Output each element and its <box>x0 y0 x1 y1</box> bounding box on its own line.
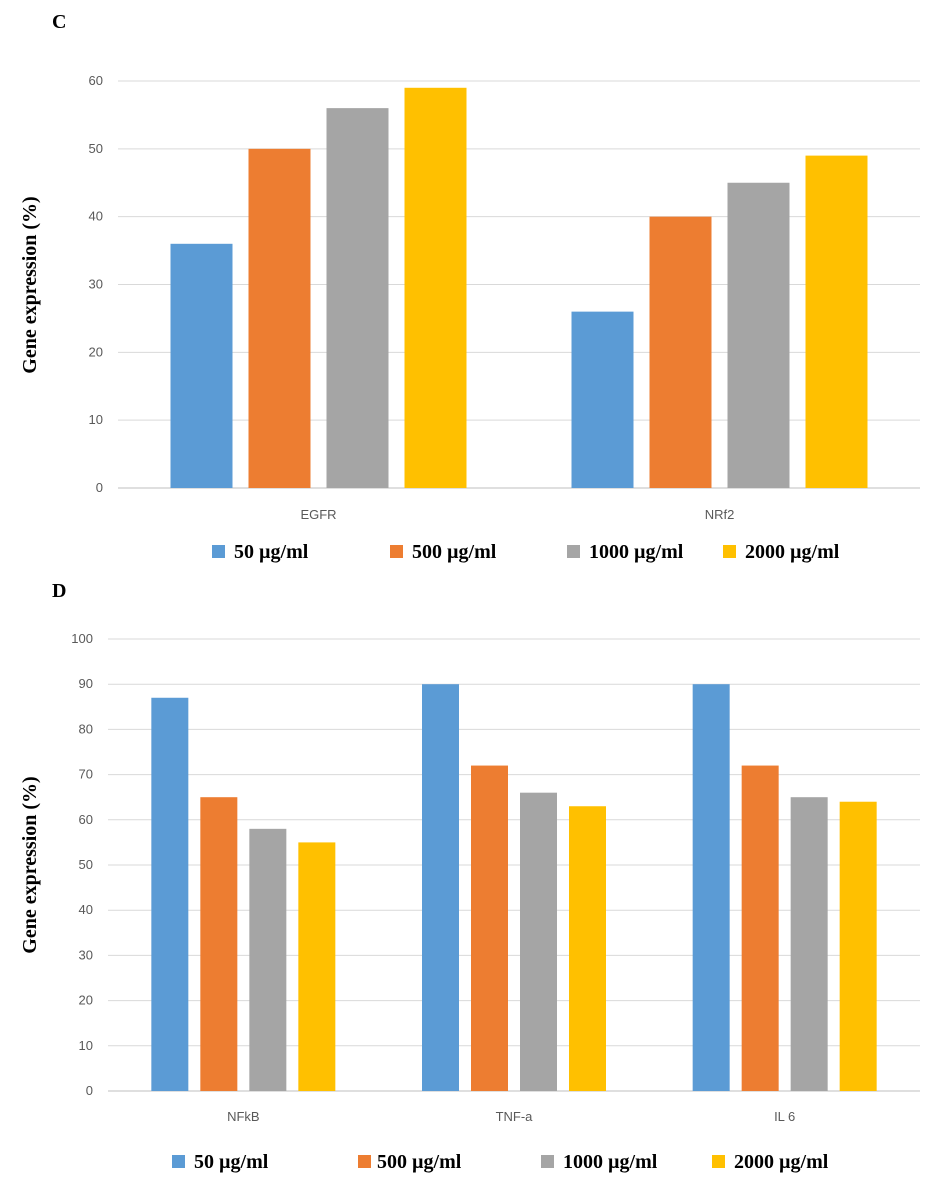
category-label: TNF-a <box>496 1109 534 1124</box>
legend-swatch <box>567 545 580 558</box>
y-tick-label: 30 <box>79 947 93 962</box>
category-label: NRf2 <box>705 507 735 522</box>
legend-label: 2000 µg/ml <box>745 541 840 563</box>
legend-label: 500 µg/ml <box>412 541 497 563</box>
y-tick-label: 90 <box>79 676 93 691</box>
bar-nfkb-series-1 <box>151 697 189 1091</box>
bar-tnf-a-series-3 <box>520 792 557 1091</box>
legend-label: 500 µg/ml <box>377 1151 462 1173</box>
bar-egfr-series-1 <box>170 243 233 488</box>
bar-nfkb-series-2 <box>200 797 238 1091</box>
bar-il-6-series-3 <box>790 797 828 1091</box>
category-label: IL 6 <box>774 1109 795 1124</box>
legend-label: 50 µg/ml <box>194 1151 269 1173</box>
bar-tnf-a-series-4 <box>569 806 606 1091</box>
legend-label: 50 µg/ml <box>234 541 309 563</box>
bar-il-6-series-4 <box>839 801 877 1091</box>
category-label: NFkB <box>227 1109 260 1124</box>
y-tick-label: 0 <box>96 480 103 495</box>
bar-nrf2-series-3 <box>727 182 790 488</box>
y-tick-label: 10 <box>79 1038 93 1053</box>
y-tick-label: 70 <box>79 767 93 782</box>
y-tick-label: 50 <box>79 857 93 872</box>
legend-swatch <box>390 545 403 558</box>
legend-label: 1000 µg/ml <box>589 541 684 563</box>
y-axis-title: Gene expression (%) <box>19 196 41 373</box>
y-tick-label: 30 <box>89 277 103 292</box>
panel-label: C <box>52 11 66 33</box>
y-tick-label: 50 <box>89 141 103 156</box>
bar-nfkb-series-3 <box>249 828 287 1091</box>
y-tick-label: 100 <box>71 631 93 646</box>
legend-swatch <box>723 545 736 558</box>
y-tick-label: 20 <box>79 993 93 1008</box>
bar-tnf-a-series-2 <box>471 765 508 1091</box>
y-tick-label: 80 <box>79 721 93 736</box>
y-tick-label: 40 <box>79 902 93 917</box>
legend-swatch <box>712 1155 725 1168</box>
bar-nrf2-series-4 <box>805 155 868 488</box>
bar-egfr-series-4 <box>404 87 467 489</box>
legend-label: 1000 µg/ml <box>563 1151 658 1173</box>
category-label: EGFR <box>300 507 336 522</box>
y-tick-label: 60 <box>89 73 103 88</box>
bar-egfr-series-3 <box>326 108 389 488</box>
y-axis-title: Gene expression (%) <box>19 776 41 953</box>
y-tick-label: 40 <box>89 209 103 224</box>
y-tick-label: 10 <box>89 412 103 427</box>
y-tick-label: 60 <box>79 812 93 827</box>
bar-egfr-series-2 <box>248 148 311 489</box>
bar-nrf2-series-1 <box>571 311 634 488</box>
panel-label: D <box>52 580 66 602</box>
bar-nfkb-series-4 <box>298 842 336 1091</box>
y-tick-label: 0 <box>86 1083 93 1098</box>
y-tick-label: 20 <box>89 344 103 359</box>
legend-swatch <box>358 1155 371 1168</box>
legend-swatch <box>212 545 225 558</box>
legend-swatch <box>172 1155 185 1168</box>
bar-nrf2-series-2 <box>649 216 712 488</box>
legend-label: 2000 µg/ml <box>734 1151 829 1173</box>
bar-il-6-series-1 <box>692 684 730 1091</box>
bar-tnf-a-series-1 <box>422 684 459 1091</box>
legend-swatch <box>541 1155 554 1168</box>
bar-il-6-series-2 <box>741 765 779 1091</box>
